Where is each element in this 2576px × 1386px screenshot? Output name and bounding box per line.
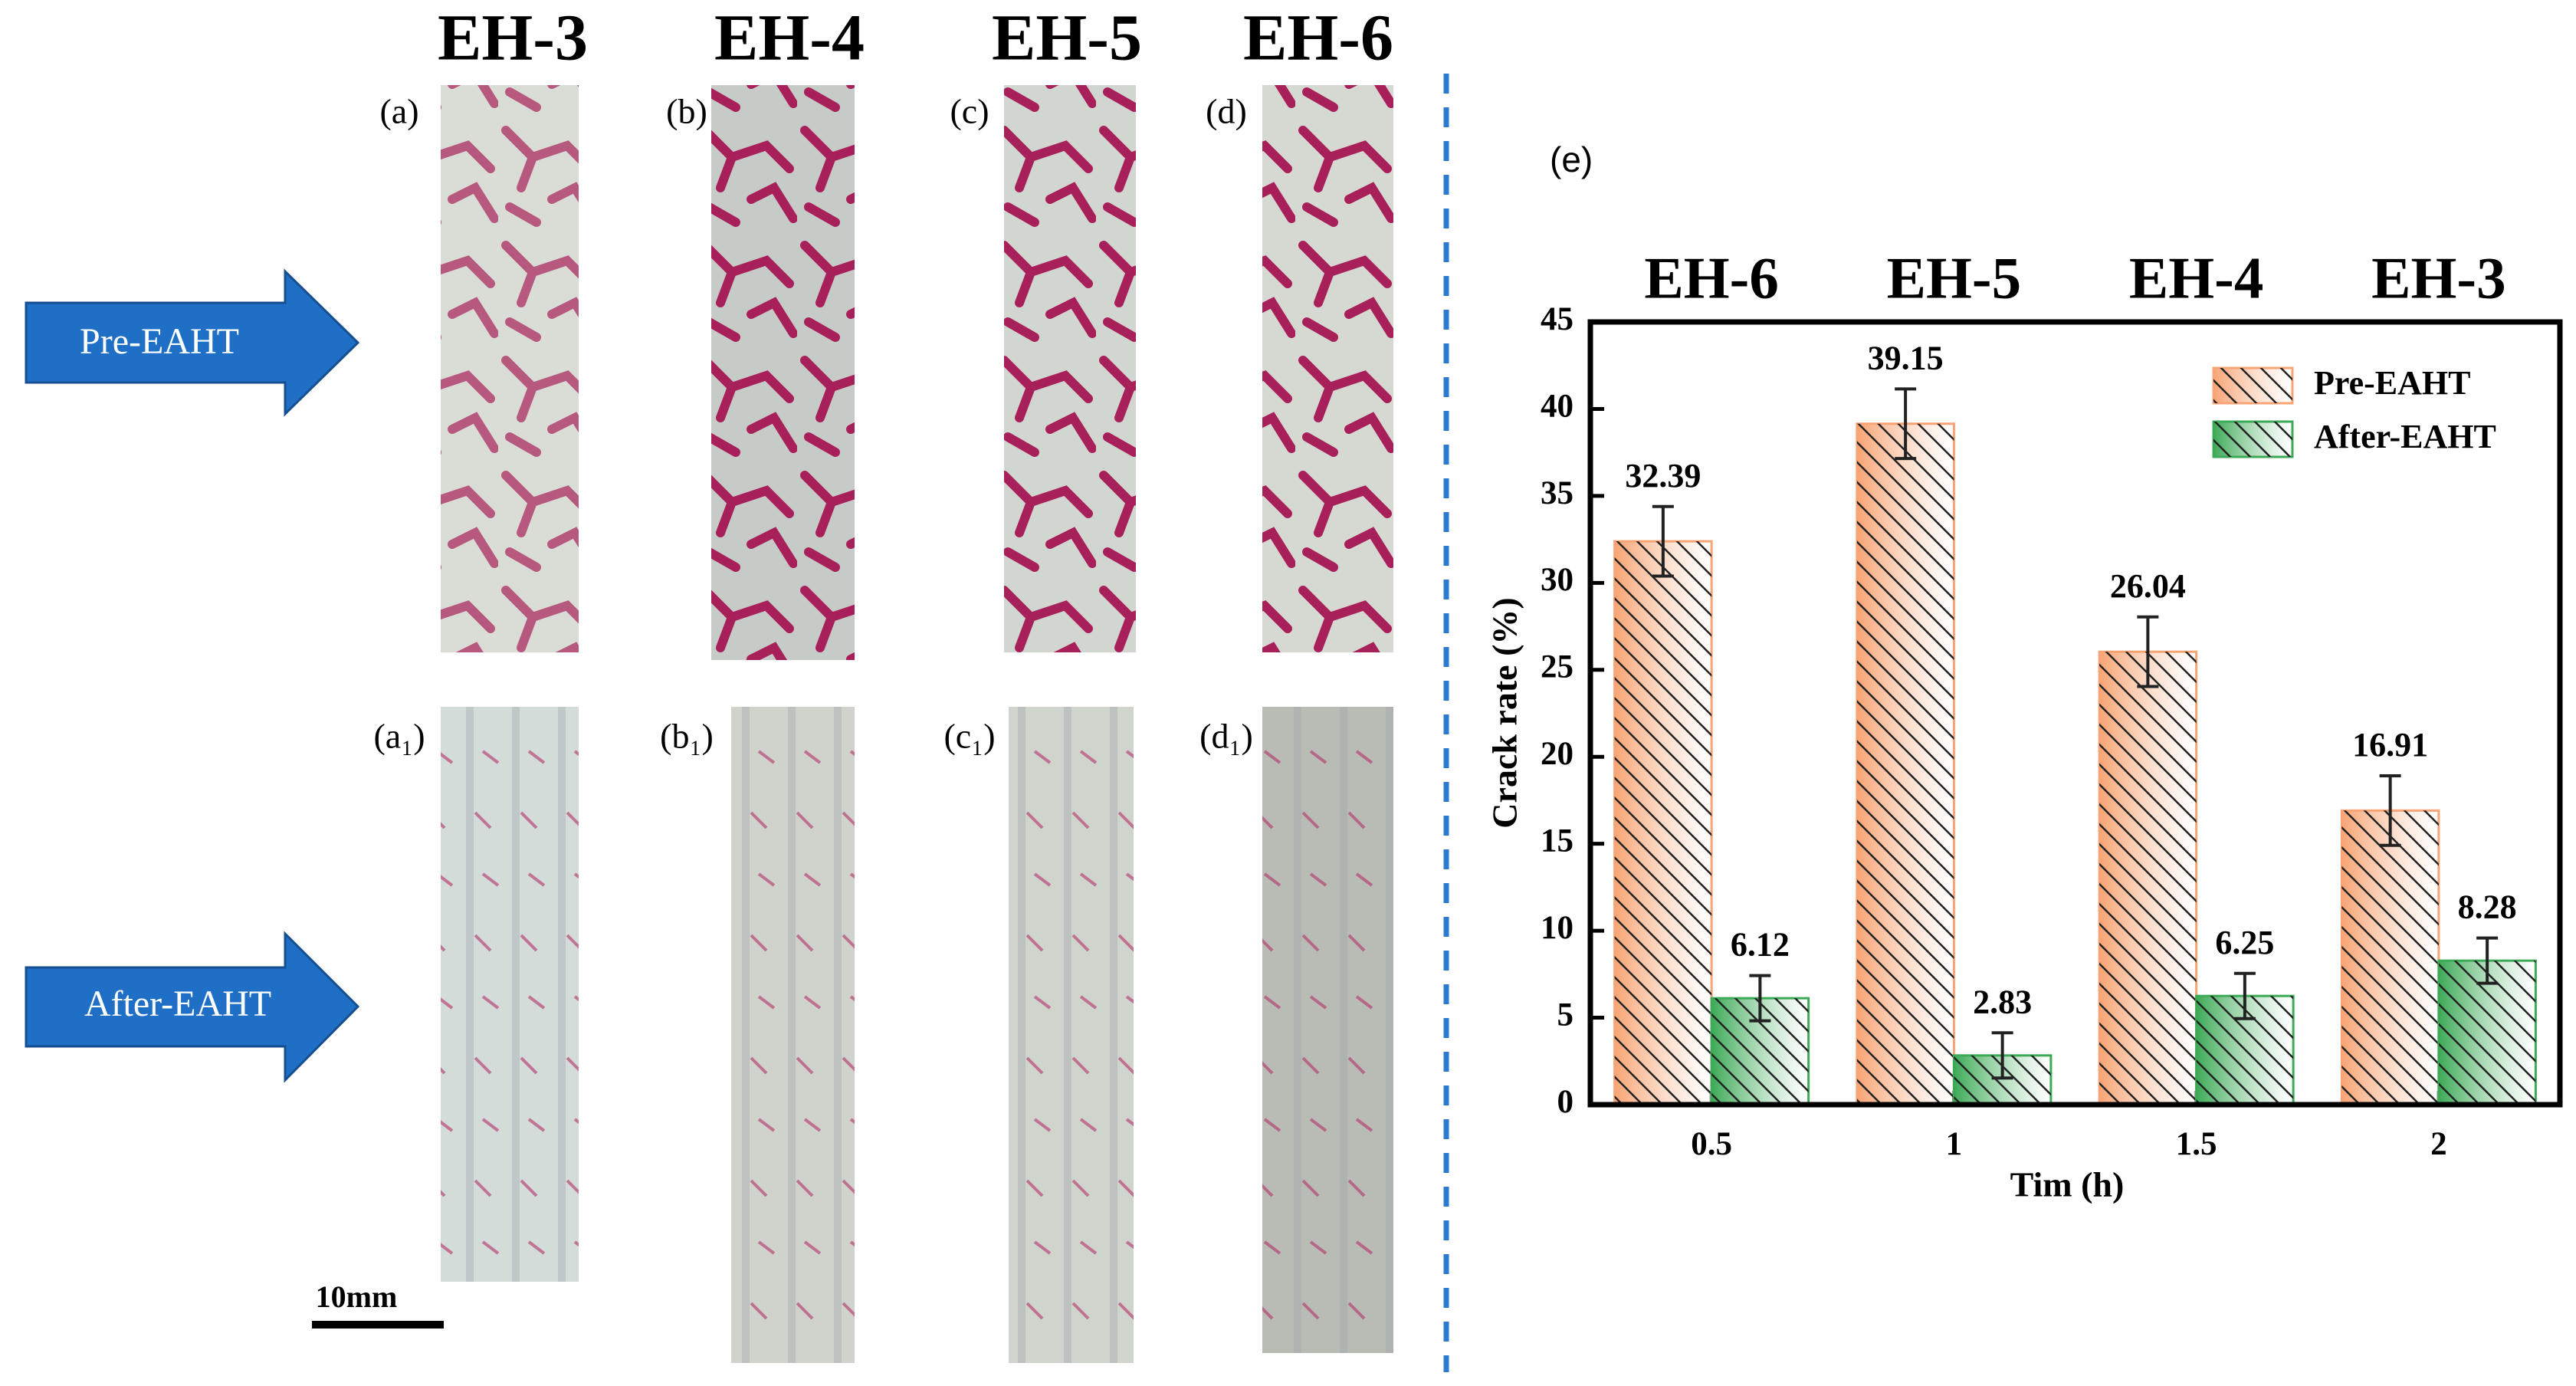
- error-bar: [2476, 936, 2499, 985]
- y-tick-label: 20: [1541, 736, 1573, 772]
- photos: [441, 85, 1393, 1363]
- x-tick-label: 2: [2430, 1126, 2447, 1162]
- arrow: [25, 931, 360, 1083]
- top-category-label: EH-3: [2371, 245, 2505, 311]
- photo: [1009, 707, 1134, 1363]
- x-tick-label: 1.5: [2176, 1126, 2217, 1162]
- top-category-label: EH-5: [1887, 245, 2021, 311]
- chart: 0 5 10 15 20 25 30 35 40 45 0.5 EH-6 1 EH-5 1.5 EH-4 2 EH…: [1541, 245, 2563, 1162]
- value-label: 16.91: [2352, 726, 2428, 764]
- column-label: EH-4: [714, 1, 865, 74]
- panel-label: (c₁): [943, 717, 995, 756]
- legend-label: Pre-EAHT: [2314, 364, 2471, 402]
- error-bar: [2137, 615, 2159, 688]
- legend-label: After-EAHT: [2314, 418, 2496, 455]
- legend-swatch-hatch: [2213, 422, 2292, 457]
- panel-label: (e): [1550, 140, 1593, 179]
- value-label: 32.39: [1625, 457, 1701, 494]
- top-category-label: EH-4: [2129, 245, 2263, 311]
- y-axis-label: Crack rate (%): [1485, 597, 1524, 828]
- bar-hatch: [1856, 423, 1954, 1105]
- y-tick-label: 10: [1541, 910, 1573, 946]
- panel-label: (c): [950, 92, 989, 131]
- bar-hatch: [2099, 652, 2197, 1105]
- panel-label: (a₁): [373, 717, 425, 756]
- photo: [1262, 707, 1393, 1353]
- y-tick-label: 40: [1541, 388, 1573, 424]
- y-tick-label: 35: [1541, 475, 1573, 511]
- y-tick-label: 25: [1541, 649, 1573, 685]
- panel-label: (b₁): [660, 717, 714, 756]
- arrow-label: Pre-EAHT: [80, 321, 239, 362]
- error-bar: [2233, 971, 2256, 1020]
- photo: [731, 707, 855, 1363]
- value-label: 39.15: [1868, 339, 1944, 376]
- y-tick-label: 15: [1541, 823, 1573, 859]
- legend-swatch-hatch: [2213, 368, 2292, 403]
- bar-hatch: [1614, 541, 1712, 1105]
- error-bar: [1991, 1031, 2013, 1080]
- panel-label: (d₁): [1199, 717, 1253, 756]
- x-tick-label: 0.5: [1691, 1126, 1732, 1162]
- panel-label: (b): [666, 92, 707, 131]
- column-label: EH-3: [438, 1, 588, 74]
- panel-label: (d): [1206, 92, 1247, 131]
- top-category-label: EH-6: [1644, 245, 1778, 311]
- value-label: 6.25: [2215, 924, 2274, 961]
- bar-hatch: [2341, 810, 2439, 1105]
- y-tick-label: 5: [1557, 997, 1574, 1033]
- value-label: 2.83: [1973, 983, 2032, 1020]
- arrow-label: After-EAHT: [84, 984, 271, 1024]
- axes-frame: [1587, 319, 2563, 1108]
- photo: [1262, 85, 1393, 652]
- error-bar: [2379, 773, 2401, 847]
- y-tick-label: 30: [1541, 562, 1573, 598]
- photo: [441, 707, 579, 1282]
- value-label: 6.12: [1731, 926, 1790, 964]
- scale-bar-label: 10mm: [316, 1279, 398, 1314]
- value-label: 8.28: [2458, 888, 2517, 926]
- photo: [711, 85, 855, 660]
- photo: [441, 85, 579, 652]
- panel-label: (a): [379, 92, 418, 131]
- y-tick-label: 0: [1557, 1084, 1574, 1120]
- x-axis-label: Tim (h): [2010, 1165, 2125, 1204]
- error-bar: [1749, 974, 1771, 1023]
- value-label: 26.04: [2110, 567, 2186, 605]
- y-tick-label: 45: [1541, 301, 1573, 337]
- arrow: [25, 268, 360, 417]
- x-tick-label: 1: [1946, 1126, 1963, 1162]
- error-bar: [1895, 387, 1917, 461]
- column-label: EH-6: [1243, 1, 1393, 74]
- column-label: EH-5: [992, 1, 1142, 74]
- error-bar: [1652, 504, 1674, 578]
- photo: [1004, 85, 1136, 652]
